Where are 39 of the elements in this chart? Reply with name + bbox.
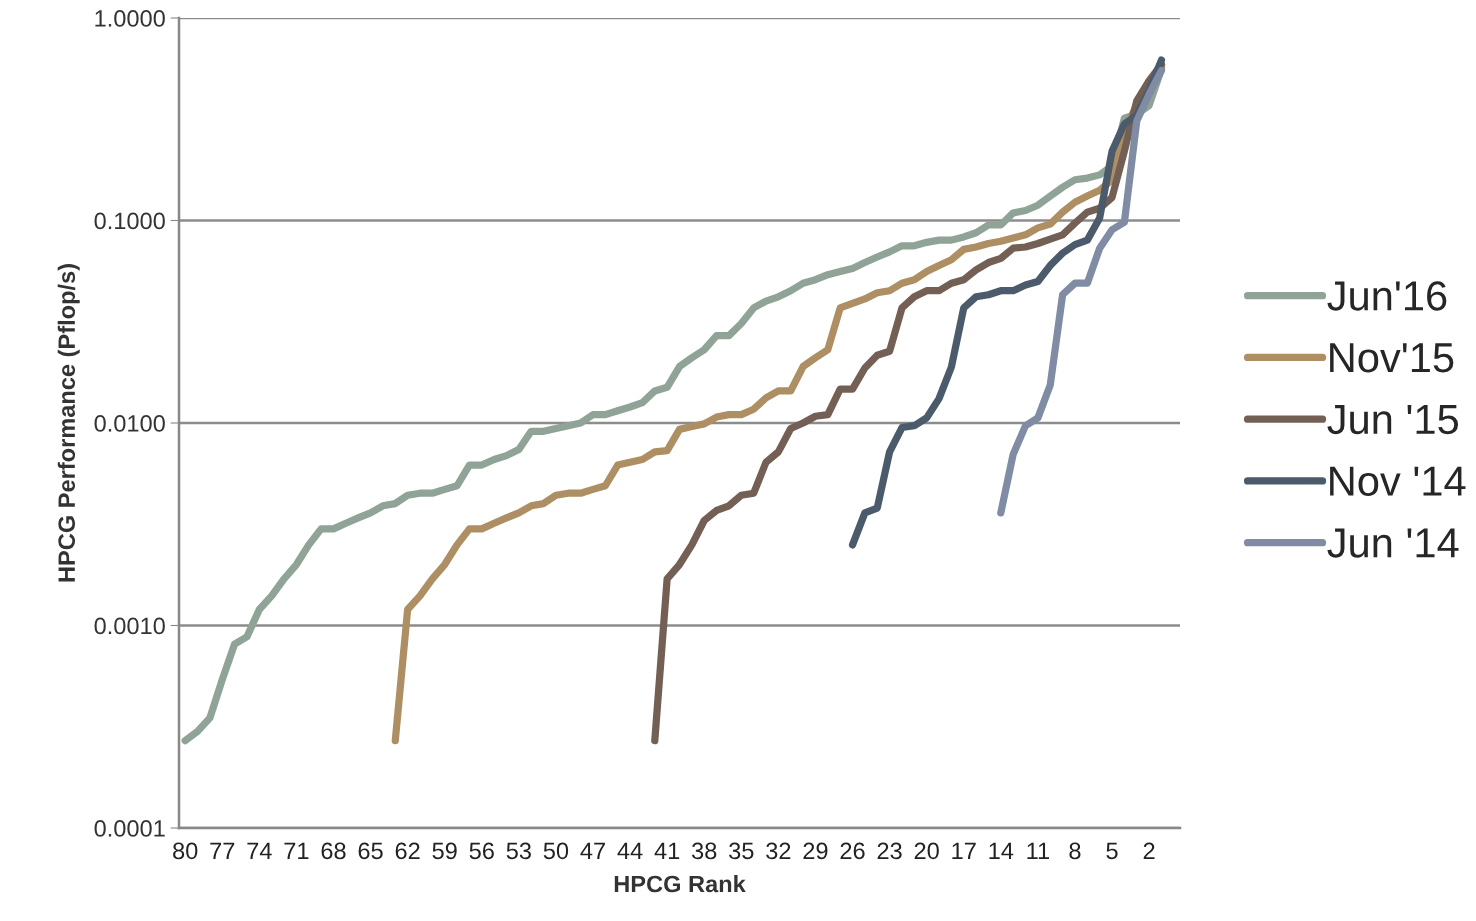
x-tick-label: 5 bbox=[1106, 842, 1118, 860]
y-tick-label: 0.0001 bbox=[94, 820, 165, 837]
x-tick-label: 56 bbox=[469, 842, 494, 860]
x-tick-label: 14 bbox=[989, 842, 1014, 859]
x-tick-label: 8 bbox=[1069, 842, 1081, 860]
x-tick-label: 23 bbox=[877, 842, 902, 860]
x-tick-label: 71 bbox=[284, 842, 309, 859]
x-tick-label: 26 bbox=[840, 842, 865, 860]
x-tick-label: 44 bbox=[617, 842, 643, 859]
x-tick-label: 65 bbox=[358, 842, 383, 860]
x-tick-label: 38 bbox=[691, 842, 717, 860]
x-tick-label: 77 bbox=[210, 842, 235, 859]
y-tick-label: 0.1000 bbox=[94, 212, 165, 230]
legend-label: Nov '14 bbox=[1330, 466, 1466, 496]
x-tick-label: 41 bbox=[654, 842, 680, 859]
legend-label: Jun'16 bbox=[1327, 281, 1447, 311]
x-tick-label: 11 bbox=[1027, 842, 1049, 859]
legend-label: Nov'15 bbox=[1330, 343, 1454, 373]
x-tick-label: 62 bbox=[395, 842, 420, 860]
y-tick-label: 0.0010 bbox=[94, 617, 165, 635]
x-tick-label: 35 bbox=[729, 842, 754, 860]
y-tick-label: 0.0100 bbox=[94, 415, 165, 432]
x-tick-label: 2 bbox=[1143, 842, 1155, 859]
x-tick-label: 50 bbox=[543, 842, 569, 860]
x-tick-label: 68 bbox=[321, 842, 346, 860]
legend-label: Jun '14 bbox=[1327, 528, 1459, 558]
x-tick-label: 74 bbox=[247, 842, 272, 859]
x-tick-label: 29 bbox=[803, 842, 828, 860]
x-tick-label: 47 bbox=[580, 842, 605, 859]
x-tick-label: 80 bbox=[173, 842, 198, 860]
y-tick-label: 1.0000 bbox=[95, 10, 165, 27]
x-tick-label: 59 bbox=[432, 842, 457, 860]
y-axis-title: HPCG Performance (Pflop/s) bbox=[57, 264, 80, 582]
x-tick-label: 32 bbox=[766, 842, 791, 860]
x-axis-title: HPCG Rank bbox=[614, 875, 746, 893]
x-tick-label: 17 bbox=[952, 842, 976, 859]
legend-label: Jun '15 bbox=[1327, 405, 1459, 435]
x-tick-label: 20 bbox=[914, 842, 939, 860]
x-tick-label: 53 bbox=[506, 842, 531, 860]
